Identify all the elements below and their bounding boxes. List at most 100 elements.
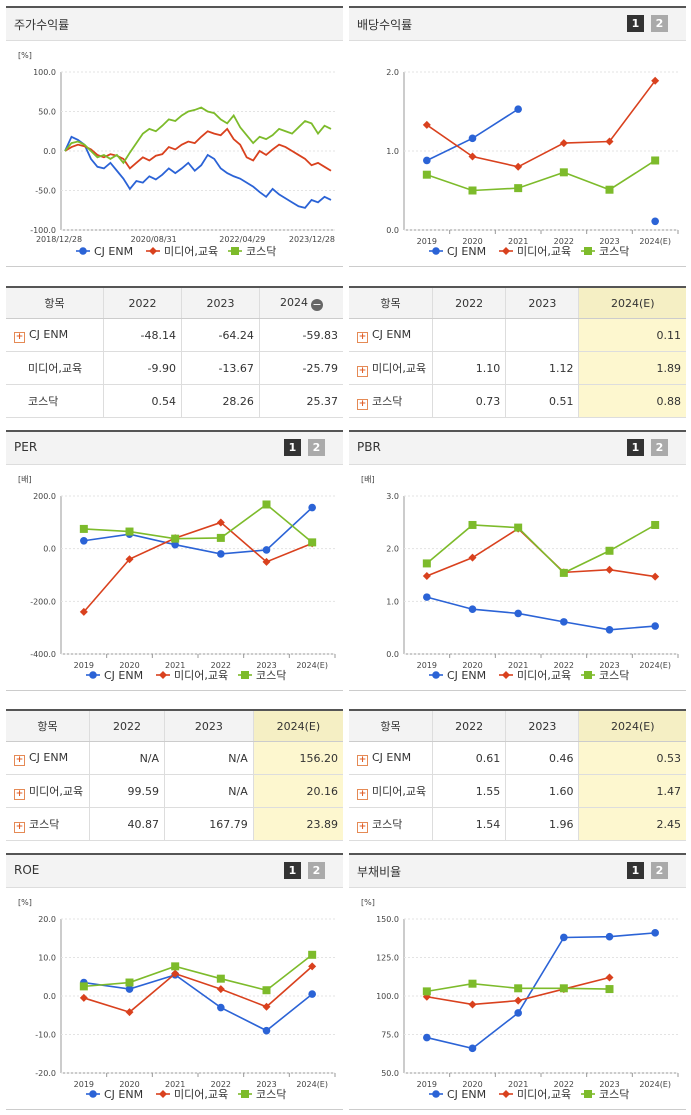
- table-row: + 코스닥 0.73 0.51 0.88: [349, 384, 686, 418]
- row-name-cell: + CJ ENM: [349, 318, 433, 352]
- data-point: [217, 550, 225, 558]
- row-name: 코스닥: [372, 817, 403, 831]
- series-line: [83, 506, 313, 555]
- expand-icon[interactable]: +: [357, 365, 368, 377]
- value-cell: 0.51: [505, 384, 579, 418]
- data-point: [79, 982, 88, 991]
- page-2-button[interactable]: 2: [651, 15, 668, 32]
- data-point: [308, 962, 317, 971]
- data-point: [79, 993, 88, 1002]
- page-1-button[interactable]: 1: [627, 439, 644, 456]
- page-2-button[interactable]: 2: [651, 862, 668, 879]
- panel-header: 부채비율 1 2: [349, 853, 686, 888]
- legend-label: 미디어,교육: [164, 245, 218, 258]
- unit-label: [배]: [18, 475, 32, 484]
- x-tick-label: 2021: [165, 661, 185, 670]
- column-header: 2023: [164, 709, 254, 742]
- legend-marker: [432, 247, 440, 255]
- header-label: 2023: [206, 296, 235, 310]
- collapse-icon[interactable]: −: [310, 297, 323, 311]
- page-1-button[interactable]: 1: [627, 15, 644, 32]
- data-point: [308, 990, 316, 998]
- data-point: [308, 503, 316, 512]
- column-header: 2024(E): [578, 286, 686, 319]
- data-point: [171, 534, 180, 543]
- expand-icon[interactable]: +: [14, 331, 25, 343]
- y-tick-label: -10.0: [35, 1031, 56, 1040]
- data-point: [514, 1009, 522, 1017]
- row-name: CJ ENM: [29, 327, 69, 341]
- x-tick-label: 2020: [119, 1080, 139, 1089]
- legend-label: CJ ENM: [104, 1088, 143, 1101]
- value-cell: [505, 318, 579, 352]
- dividend-panel: 배당수익률 1 2 2.0 1.0 0.0 2019 2020 2021 2022 2023 2…: [349, 6, 686, 267]
- data-point: [651, 929, 659, 937]
- expand-icon[interactable]: +: [357, 331, 368, 343]
- row-name: 코스닥: [372, 394, 403, 408]
- expand-icon[interactable]: +: [357, 821, 368, 833]
- dividend-chart: 2.0 1.0 0.0 2019 2020 2021 2022 2023 2024(E) CJ E…: [386, 68, 679, 258]
- data-point: [423, 1033, 431, 1042]
- pbr-panel: PBR 1 2 [배] 3.0 2.0 1.0 0.0 2019 2020 2021 2022 2…: [349, 430, 686, 691]
- page-1-button[interactable]: 1: [284, 862, 301, 879]
- x-tick-label: 2022: [554, 1080, 574, 1089]
- expand-icon[interactable]: +: [14, 754, 25, 766]
- legend-marker: [502, 1090, 510, 1098]
- legend-marker: [584, 671, 592, 679]
- y-tick-label: 150.0: [376, 915, 399, 924]
- page-2-button[interactable]: 2: [308, 439, 325, 456]
- legend-marker: [432, 671, 440, 679]
- y-tick-label: 50.0: [381, 1069, 399, 1078]
- page-1-button[interactable]: 1: [284, 439, 301, 456]
- value-cell: 40.87: [88, 807, 165, 841]
- expand-icon[interactable]: +: [357, 754, 368, 766]
- expand-icon[interactable]: +: [357, 398, 368, 410]
- value-cell: 1.12: [505, 351, 579, 385]
- expand-icon[interactable]: +: [14, 788, 25, 800]
- data-point: [216, 985, 225, 994]
- value-cell: 1.96: [505, 807, 579, 841]
- page-2-button[interactable]: 2: [651, 439, 668, 456]
- data-point: [651, 572, 660, 581]
- legend-marker: [159, 1090, 167, 1098]
- panel-title: 배당수익률: [357, 18, 413, 32]
- expand-icon[interactable]: +: [14, 821, 25, 833]
- unit-label: [%]: [18, 51, 32, 60]
- legend-marker: [159, 671, 167, 679]
- row-name-cell: + 코스닥: [349, 807, 433, 841]
- value-cell: -13.67: [180, 351, 260, 385]
- data-point: [605, 546, 614, 555]
- legend-label: 미디어,교육: [174, 669, 228, 682]
- data-point: [514, 523, 523, 532]
- data-point: [468, 1000, 477, 1009]
- data-point: [651, 622, 659, 630]
- row-name-cell: 코스닥: [6, 384, 104, 418]
- row-name: 미디어,교육: [372, 784, 427, 798]
- legend-marker: [584, 247, 592, 255]
- data-point: [262, 986, 271, 995]
- y-tick-label: -20.0: [35, 1069, 56, 1078]
- unit-label: [배]: [361, 475, 375, 484]
- value-cell: N/A: [88, 741, 165, 775]
- series-line: [83, 973, 313, 1032]
- expand-icon[interactable]: +: [357, 788, 368, 800]
- data-point: [216, 974, 225, 983]
- y-tick-label: 0.0: [43, 545, 56, 554]
- data-point: [605, 973, 614, 982]
- legend-label: 미디어,교육: [517, 1088, 571, 1101]
- y-tick-label: 3.0: [386, 492, 399, 501]
- header-label: 항목: [380, 720, 401, 733]
- y-tick-label: 200.0: [33, 492, 56, 501]
- page-1-button[interactable]: 1: [627, 862, 644, 879]
- x-tick-label: 2024(E): [639, 661, 671, 670]
- stock-return-panel: 주가수익률 [%] 100.0 50.0 0.0 -50.0 -100.0 2018/12/…: [6, 6, 343, 267]
- data-point: [79, 607, 88, 616]
- page-2-button[interactable]: 2: [308, 862, 325, 879]
- series-line: [83, 503, 313, 543]
- x-tick-label: 2019: [74, 1080, 94, 1089]
- legend-marker: [502, 671, 510, 679]
- legend-label: 코스닥: [599, 669, 629, 682]
- stock-return-table: 항목 2022 2023 2024− + CJ ENM -48.14 -64.24 -59.83…: [6, 286, 343, 418]
- table-row: 코스닥 0.54 28.26 25.37: [6, 384, 343, 418]
